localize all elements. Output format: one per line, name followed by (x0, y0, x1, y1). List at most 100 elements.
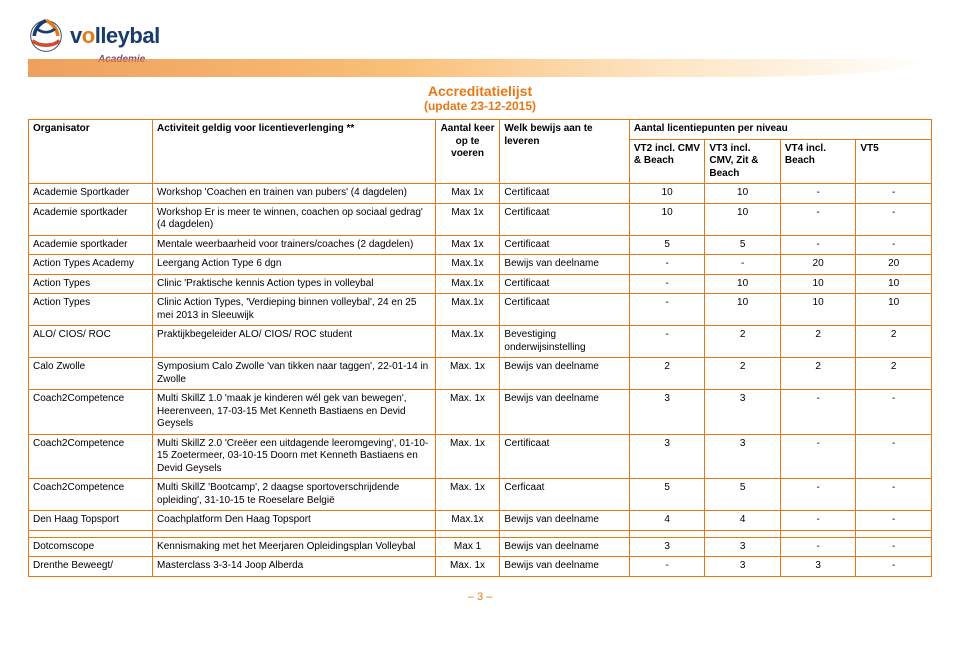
cell-bewijs: Bewijs van deelname (500, 511, 629, 531)
cell-v2: - (629, 255, 705, 275)
cell-keer: Max. 1x (435, 358, 500, 390)
cell-org: Academie Sportkader (29, 184, 153, 204)
cell-v4: - (780, 479, 856, 511)
cell-v3: 10 (705, 184, 781, 204)
cell-bewijs: Bewijs van deelname (500, 358, 629, 390)
cell-v5: - (856, 537, 932, 557)
cell-keer (435, 530, 500, 537)
brand-post: lleybal (95, 23, 160, 48)
cell-act: Praktijkbegeleider ALO/ CIOS/ ROC studen… (153, 326, 436, 358)
table-row (29, 530, 932, 537)
cell-v2: 3 (629, 537, 705, 557)
cell-bewijs: Bewijs van deelname (500, 255, 629, 275)
cell-v3: 3 (705, 537, 781, 557)
cell-org: Coach2Competence (29, 390, 153, 435)
cell-bewijs: Certificaat (500, 235, 629, 255)
page-subtitle: (update 23-12-2015) (28, 99, 932, 113)
cell-v5: 20 (856, 255, 932, 275)
page-title: Accreditatielijst (28, 83, 932, 99)
cell-keer: Max 1x (435, 184, 500, 204)
table-row: Calo ZwolleSymposium Calo Zwolle 'van ti… (29, 358, 932, 390)
cell-v3: 3 (705, 434, 781, 479)
cell-bewijs: Bewijs van deelname (500, 390, 629, 435)
cell-act: Masterclass 3-3-14 Joop Alberda (153, 557, 436, 577)
cell-org: Action Types (29, 274, 153, 294)
cell-org: Academie sportkader (29, 235, 153, 255)
cell-v3: 10 (705, 294, 781, 326)
cell-v2: 10 (629, 203, 705, 235)
cell-v4: - (780, 434, 856, 479)
cell-act (153, 530, 436, 537)
cell-org: Drenthe Beweegt/ (29, 557, 153, 577)
cell-v4: - (780, 537, 856, 557)
cell-v4: 2 (780, 326, 856, 358)
cell-org: Academie sportkader (29, 203, 153, 235)
cell-bewijs: Certificaat (500, 434, 629, 479)
brand-o: o (82, 23, 95, 48)
cell-v4: - (780, 390, 856, 435)
cell-act: Multi SkillZ 'Bootcamp', 2 daagse sporto… (153, 479, 436, 511)
cell-keer: Max.1x (435, 274, 500, 294)
cell-v5: 2 (856, 358, 932, 390)
cell-v3: 10 (705, 274, 781, 294)
cell-v5: 10 (856, 294, 932, 326)
cell-v3: 2 (705, 326, 781, 358)
cell-v4: 2 (780, 358, 856, 390)
cell-act: Multi SkillZ 2.0 'Creëer een uitdagende … (153, 434, 436, 479)
table-row: Academie SportkaderWorkshop 'Coachen en … (29, 184, 932, 204)
cell-act: Symposium Calo Zwolle 'van tikken naar t… (153, 358, 436, 390)
cell-v2: - (629, 274, 705, 294)
cell-v2: 4 (629, 511, 705, 531)
cell-v5: - (856, 434, 932, 479)
cell-v4: 3 (780, 557, 856, 577)
cell-v4: - (780, 235, 856, 255)
cell-keer: Max 1 (435, 537, 500, 557)
cell-keer: Max. 1x (435, 390, 500, 435)
th-keer: Aantal keer op te voeren (435, 120, 500, 184)
th-activiteit: Activiteit geldig voor licentieverlengin… (153, 120, 436, 184)
table-row: Action Types AcademyLeergang Action Type… (29, 255, 932, 275)
swoosh-decor (28, 59, 932, 77)
cell-v3: 10 (705, 203, 781, 235)
cell-keer: Max. 1x (435, 434, 500, 479)
cell-bewijs: Cerficaat (500, 479, 629, 511)
cell-v2 (629, 530, 705, 537)
cell-v2: 10 (629, 184, 705, 204)
cell-act: Workshop 'Coachen en trainen van pubers'… (153, 184, 436, 204)
th-organisator: Organisator (29, 120, 153, 184)
cell-v5: - (856, 390, 932, 435)
th-vt3: VT3 incl. CMV, Zit & Beach (705, 139, 781, 184)
brand-pre: v (70, 23, 82, 48)
cell-v5: 10 (856, 274, 932, 294)
cell-act: Coachplatform Den Haag Topsport (153, 511, 436, 531)
th-vt2: VT2 incl. CMV & Beach (629, 139, 705, 184)
table-row: DotcomscopeKennismaking met het Meerjare… (29, 537, 932, 557)
cell-bewijs: Certificaat (500, 274, 629, 294)
cell-act: Workshop Er is meer te winnen, coachen o… (153, 203, 436, 235)
cell-v4: - (780, 184, 856, 204)
cell-keer: Max. 1x (435, 557, 500, 577)
cell-v4: - (780, 203, 856, 235)
cell-org (29, 530, 153, 537)
cell-v3: 2 (705, 358, 781, 390)
cell-bewijs: Certificaat (500, 184, 629, 204)
cell-v3: 5 (705, 235, 781, 255)
table-row: Den Haag TopsportCoachplatform Den Haag … (29, 511, 932, 531)
table-row: Coach2CompetenceMulti SkillZ 1.0 'maak j… (29, 390, 932, 435)
cell-v2: - (629, 294, 705, 326)
cell-v5: - (856, 203, 932, 235)
accreditation-table: Organisator Activiteit geldig voor licen… (28, 119, 932, 577)
page-number: – 3 – (28, 591, 932, 603)
cell-v2: 5 (629, 479, 705, 511)
cell-v5: - (856, 235, 932, 255)
table-row: Action TypesClinic 'Praktische kennis Ac… (29, 274, 932, 294)
cell-v2: 2 (629, 358, 705, 390)
cell-v5 (856, 530, 932, 537)
cell-act: Kennismaking met het Meerjaren Opleiding… (153, 537, 436, 557)
cell-v5: 2 (856, 326, 932, 358)
cell-bewijs (500, 530, 629, 537)
cell-v5: - (856, 479, 932, 511)
cell-org: Coach2Competence (29, 434, 153, 479)
cell-v2: - (629, 326, 705, 358)
cell-keer: Max 1x (435, 235, 500, 255)
